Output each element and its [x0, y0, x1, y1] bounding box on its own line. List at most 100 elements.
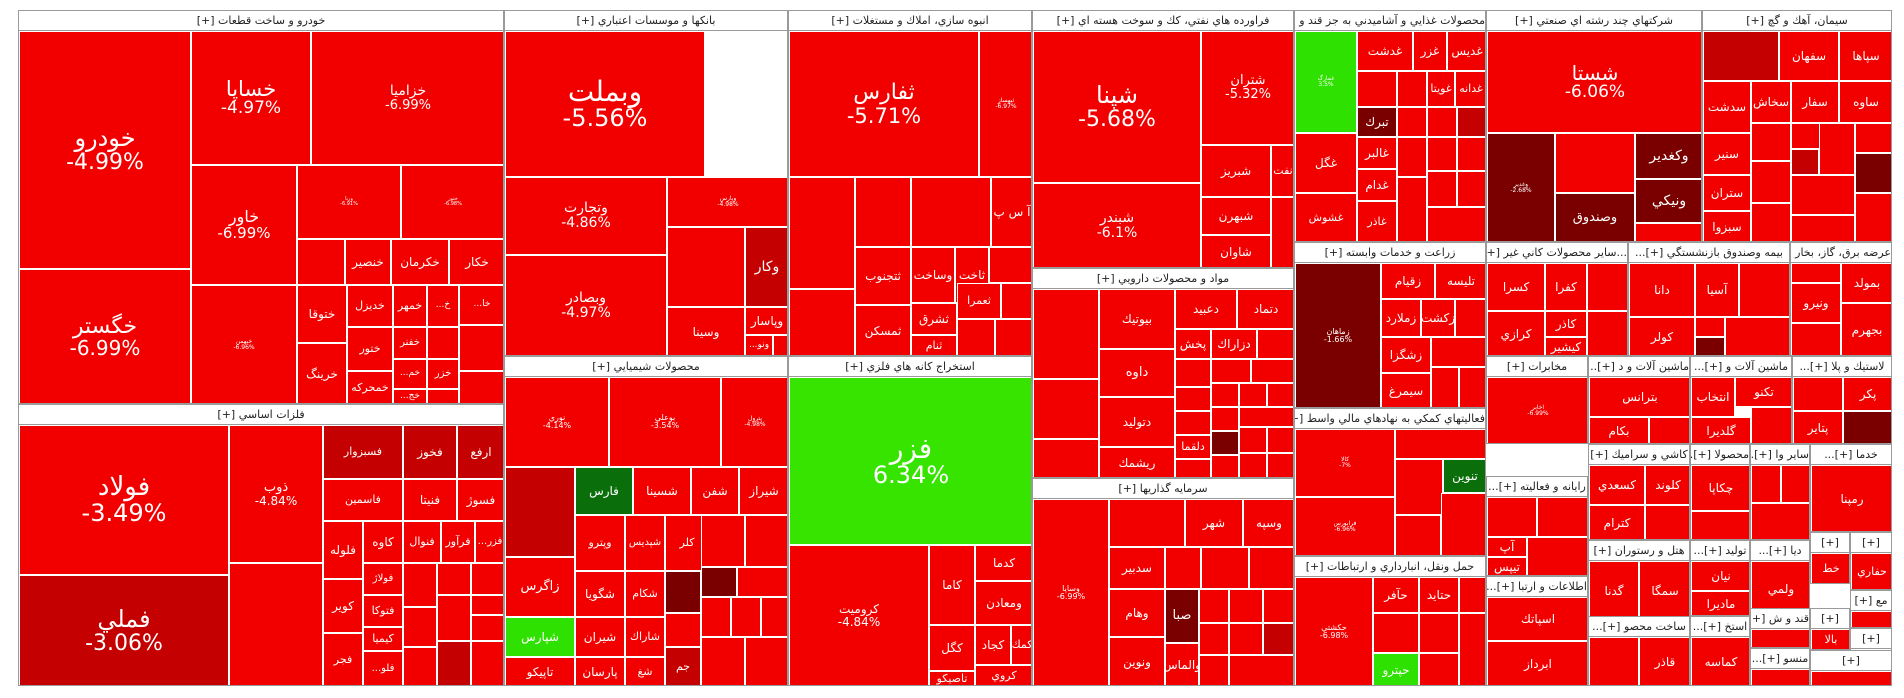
stock-tile[interactable]: داوه: [1099, 349, 1175, 397]
stock-tile[interactable]: پكر: [1843, 377, 1891, 411]
small-stock-tile[interactable]: [1751, 203, 1791, 241]
stock-tile[interactable]: شگويا: [575, 571, 625, 617]
stock-tile[interactable]: حفاري: [1851, 553, 1891, 589]
stock-tile[interactable]: غزر: [1413, 31, 1447, 71]
stock-tile[interactable]: بمولد: [1841, 263, 1891, 303]
sector-title[interactable]: توليد [+]...: [1691, 541, 1749, 561]
small-stock-tile[interactable]: [665, 571, 701, 613]
sector-title[interactable]: رايانه و فعاليته [+]...: [1487, 477, 1587, 497]
stock-tile[interactable]: وكغدير: [1635, 133, 1701, 179]
small-stock-tile[interactable]: [1703, 31, 1779, 81]
small-stock-tile[interactable]: [403, 563, 437, 607]
stock-tile[interactable]: كوير: [323, 579, 363, 633]
stock-tile[interactable]: كيشير: [1545, 337, 1587, 355]
stock-tile[interactable]: خمهر: [393, 285, 427, 327]
stock-tile[interactable]: ونوين: [1109, 637, 1165, 685]
small-stock-tile[interactable]: [1457, 171, 1485, 207]
stock-tile[interactable]: خزر: [427, 359, 459, 389]
sector-title[interactable]: ...ساير محصولات كاني غير [+]: [1487, 243, 1627, 263]
small-stock-tile[interactable]: [1397, 71, 1427, 107]
stock-tile[interactable]: سفهان: [1779, 31, 1839, 81]
stock-tile[interactable]: اسپاتك: [1487, 597, 1587, 641]
small-stock-tile[interactable]: [1791, 323, 1841, 355]
small-stock-tile[interactable]: [1211, 407, 1239, 431]
sector-title[interactable]: سرمايه گذاريها [+]: [1033, 479, 1293, 499]
sector-title[interactable]: ساخت محصو [+]...: [1589, 617, 1689, 637]
sector-title[interactable]: محصولات شيميايي [+]: [505, 357, 787, 377]
small-stock-tile[interactable]: [1691, 511, 1749, 539]
small-stock-tile[interactable]: [403, 607, 437, 647]
sector-title[interactable]: بانكها و موسسات اعتباري [+]: [505, 11, 787, 31]
stock-tile[interactable]: نفت: [1271, 145, 1293, 197]
stock-tile[interactable]: اخابر -6.99%: [1487, 377, 1587, 443]
sector-title[interactable]: فعاليتهاي كمكي به نهادهاي مالي واسط [+]: [1295, 409, 1485, 429]
stock-tile[interactable]: زكشت: [1421, 299, 1455, 337]
stock-tile[interactable]: سدشت: [1703, 81, 1751, 133]
small-stock-tile[interactable]: [1645, 505, 1689, 539]
stock-tile[interactable]: كدما: [975, 545, 1031, 581]
stock-tile[interactable]: بكام: [1589, 417, 1649, 443]
small-stock-tile[interactable]: [1441, 493, 1485, 555]
small-stock-tile[interactable]: [1649, 417, 1689, 443]
stock-tile[interactable]: خكار: [449, 239, 503, 285]
sector-title[interactable]: استخراج كانه هاي فلزي [+]: [789, 357, 1031, 377]
small-stock-tile[interactable]: [1587, 263, 1627, 311]
stock-tile[interactable]: وسپه: [1243, 499, 1293, 547]
small-stock-tile[interactable]: [1635, 223, 1701, 241]
sector-title[interactable]: [+]: [1811, 609, 1849, 629]
small-stock-tile[interactable]: [789, 177, 855, 289]
stock-tile[interactable]: قاذر: [1639, 637, 1689, 685]
small-stock-tile[interactable]: [701, 597, 731, 637]
small-stock-tile[interactable]: [1199, 623, 1229, 655]
sector-title[interactable]: حمل ونقل، انبارداري و ارتباطات [+]: [1295, 557, 1485, 577]
stock-tile[interactable]: كيميا: [363, 627, 403, 651]
stock-tile[interactable]: وغدير -2.68%: [1487, 133, 1555, 241]
stock-tile[interactable]: كروي: [975, 665, 1031, 685]
stock-tile[interactable]: ونيرو: [1791, 283, 1841, 323]
stock-tile[interactable]: خم...: [393, 359, 427, 389]
stock-tile[interactable]: تنوين: [1443, 459, 1485, 493]
stock-tile[interactable]: پترول -4.98%: [721, 377, 787, 467]
stock-tile[interactable]: ثفارس -5.71%: [789, 31, 979, 177]
stock-tile[interactable]: حپترو: [1373, 653, 1419, 685]
stock-tile[interactable]: كسعدي: [1589, 465, 1645, 505]
sector-title[interactable]: قند و ش [+]...: [1751, 609, 1809, 629]
small-stock-tile[interactable]: [1397, 107, 1427, 137]
stock-tile[interactable]: خفنر: [393, 327, 427, 359]
small-stock-tile[interactable]: [761, 597, 787, 637]
stock-tile[interactable]: بوعلي -3.54%: [609, 377, 721, 467]
sector-title[interactable]: فراورده هاي نفتي، كك و سوخت هسته اي [+]: [1033, 11, 1293, 31]
stock-tile[interactable]: ثبهساز -6.97%: [979, 31, 1031, 177]
small-stock-tile[interactable]: [1427, 107, 1457, 137]
sector-title[interactable]: اطلاعات و ارتبا [+]...: [1487, 577, 1587, 597]
small-stock-tile[interactable]: [1033, 289, 1099, 379]
stock-tile[interactable]: دتماد: [1237, 289, 1293, 329]
stock-tile[interactable]: دلقما: [1175, 435, 1211, 459]
stock-tile[interactable]: صبا: [1165, 589, 1199, 643]
stock-tile[interactable]: بترانس: [1589, 377, 1689, 417]
small-stock-tile[interactable]: [1199, 589, 1229, 623]
small-stock-tile[interactable]: [1457, 137, 1485, 171]
small-stock-tile[interactable]: [1175, 459, 1211, 477]
stock-tile[interactable]: ورنا -6.91%: [297, 165, 401, 239]
small-stock-tile[interactable]: [1395, 459, 1443, 515]
small-stock-tile[interactable]: [1419, 653, 1459, 685]
stock-tile[interactable]: فرآور: [441, 521, 475, 563]
stock-tile[interactable]: شپارس: [505, 617, 575, 657]
small-stock-tile[interactable]: [1587, 311, 1627, 355]
small-stock-tile[interactable]: [1751, 629, 1809, 647]
small-stock-tile[interactable]: [1175, 411, 1211, 435]
small-stock-tile[interactable]: [1267, 453, 1293, 477]
small-stock-tile[interactable]: [1257, 329, 1293, 359]
sector-title[interactable]: خودرو و ساخت قطعات [+]: [19, 11, 503, 31]
stock-tile[interactable]: كجاد: [975, 625, 1011, 665]
small-stock-tile[interactable]: [665, 613, 701, 647]
small-stock-tile[interactable]: [1165, 547, 1201, 589]
small-stock-tile[interactable]: [1855, 153, 1891, 193]
sector-title[interactable]: عرضه برق، گاز، بخار [+]...: [1791, 243, 1891, 263]
stock-tile[interactable]: شهر: [1185, 499, 1243, 547]
stock-tile[interactable]: غويتا: [1427, 71, 1455, 107]
small-stock-tile[interactable]: [1695, 337, 1725, 355]
stock-tile[interactable]: تبرك: [1357, 107, 1397, 137]
stock-tile[interactable]: فتوكا: [363, 595, 403, 627]
